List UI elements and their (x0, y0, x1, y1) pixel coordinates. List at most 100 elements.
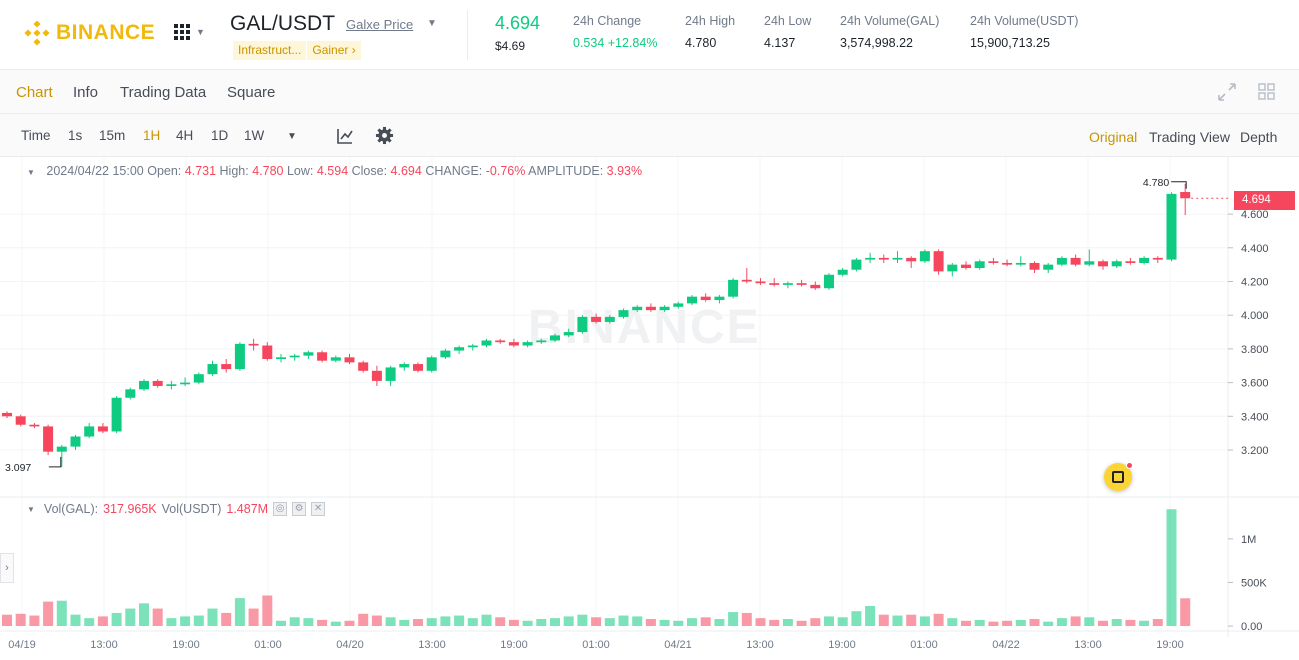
interval-4h[interactable]: 4H (176, 128, 194, 143)
volume-bar (43, 601, 54, 626)
candle-body (673, 303, 684, 307)
interval-1w[interactable]: 1W (244, 128, 265, 143)
volume-bar (796, 620, 807, 626)
legend-collapse-icon[interactable]: ▼ (27, 168, 35, 177)
candle-body (1166, 193, 1177, 260)
stat-label: 24h Change (573, 14, 642, 28)
interval-1h[interactable]: 1H (143, 128, 161, 143)
last-price-usd: $4.69 (495, 39, 526, 53)
tab-square[interactable]: Square (227, 84, 276, 101)
sector-tag[interactable]: Infrastruct... (233, 41, 307, 60)
vol-usdt-value: 1.487M (226, 502, 269, 516)
vol-usdt-label: Vol(USDT) (161, 502, 222, 516)
candle-body (125, 389, 136, 398)
apps-menu-button[interactable]: ▼ (174, 24, 205, 40)
candle-body (1125, 261, 1136, 263)
volume-settings-icon[interactable]: ⚙ (292, 502, 307, 516)
floating-action-button[interactable] (1104, 462, 1133, 491)
candle-body (467, 345, 478, 348)
chevron-down-icon: ▼ (196, 27, 205, 37)
pair-symbol[interactable]: GAL/USDT (230, 12, 336, 35)
volume-bar (700, 617, 711, 626)
candle-body (1070, 257, 1081, 265)
price-tick-label: 4.200 (1241, 277, 1269, 289)
volume-bar (659, 619, 670, 626)
volume-bar (495, 617, 506, 626)
volume-bar (824, 616, 834, 626)
volume-bar (15, 613, 26, 626)
volume-bar (207, 608, 218, 626)
volume-bar (371, 615, 382, 626)
volume-bar (29, 615, 40, 626)
candle-body (810, 284, 821, 289)
volume-bar (755, 618, 766, 626)
pair-price-link[interactable]: Galxe Price (346, 17, 414, 32)
volume-bar (522, 620, 533, 626)
candle-body (440, 350, 451, 358)
volume-legend-collapse-icon[interactable]: ▼ (27, 504, 35, 514)
indicator-icon[interactable] (336, 127, 354, 145)
volume-bar (974, 619, 985, 626)
view-depth[interactable]: Depth (1240, 129, 1278, 145)
candle-body (97, 426, 108, 432)
tab-chart[interactable]: Chart (16, 84, 53, 101)
tab-info[interactable]: Info (73, 84, 99, 101)
binance-logo-icon (24, 20, 50, 46)
volume-bar (180, 616, 191, 626)
volume-bar (248, 608, 259, 626)
candle-body (645, 306, 656, 311)
volume-bar (618, 615, 629, 626)
chart-area[interactable] (0, 157, 1299, 660)
volume-bar (84, 618, 95, 626)
candle-body (371, 370, 382, 381)
volume-bar (878, 614, 889, 626)
volume-close-icon[interactable]: ✕ (311, 502, 326, 516)
tab-trading-data[interactable]: Trading Data (120, 84, 207, 101)
interval-1d[interactable]: 1D (211, 128, 229, 143)
volume-bar (221, 612, 232, 626)
legend-datetime: 2024/04/22 15:00 (46, 164, 144, 178)
pair-dropdown-icon[interactable]: ▼ (427, 18, 437, 29)
stat-label: 24h High (685, 14, 736, 28)
x-tick-label: 13:00 (418, 639, 446, 651)
interval-1s[interactable]: 1s (68, 128, 83, 143)
candle-body (632, 306, 643, 311)
view-trading-view[interactable]: Trading View (1149, 129, 1230, 145)
candle-body (837, 269, 848, 275)
market-header: BINANCE ▼ GAL/USDT Galxe Price ▼ Infrast… (0, 0, 1299, 70)
candle-body (851, 259, 862, 270)
volume-visibility-icon[interactable]: ◎ (273, 502, 288, 516)
volume-bar (70, 614, 81, 626)
volume-bar (234, 598, 245, 626)
gainer-tag[interactable]: Gainer › (306, 41, 361, 60)
volume-bar (413, 619, 423, 626)
legend-change-label: CHANGE: (425, 164, 483, 178)
binance-logo[interactable]: BINANCE (24, 20, 155, 46)
volume-bar (947, 618, 958, 626)
price-tick-label: 4.000 (1241, 310, 1269, 322)
volume-bar (550, 618, 560, 626)
interval-more-dropdown[interactable]: ▼ (287, 131, 297, 142)
volume-bar (1002, 620, 1013, 626)
candle-body (152, 380, 163, 386)
chevron-right-icon[interactable]: › (0, 553, 14, 583)
candle-body (330, 357, 341, 361)
stat-value: 4.780 (685, 36, 717, 50)
view-original[interactable]: Original (1089, 129, 1138, 145)
candle-body (1098, 261, 1108, 267)
interval-time[interactable]: Time (21, 128, 51, 143)
expand-icon[interactable] (1217, 82, 1237, 102)
price-chart[interactable]: 04/19 13:00 19:00 01:00 04/20 13:00 19:00 01:00… (0, 157, 1299, 660)
volume-bar (508, 619, 519, 626)
settings-gear-icon[interactable] (375, 126, 394, 145)
stat-24h-volume-gal: 24h Volume(GAL) 3,574,998.22 (840, 14, 939, 50)
volume-bar (1015, 619, 1026, 626)
stat-24h-high: 24h High 4.780 (685, 14, 735, 50)
interval-15m[interactable]: 15m (99, 128, 126, 143)
layout-grid-icon[interactable] (1257, 82, 1277, 102)
legend-open: 4.731 (184, 164, 217, 178)
x-tick-label: 13:00 (90, 639, 118, 651)
legend-close-label: Close: (351, 164, 388, 178)
volume-bar (481, 614, 492, 626)
candle-body (1029, 262, 1040, 270)
